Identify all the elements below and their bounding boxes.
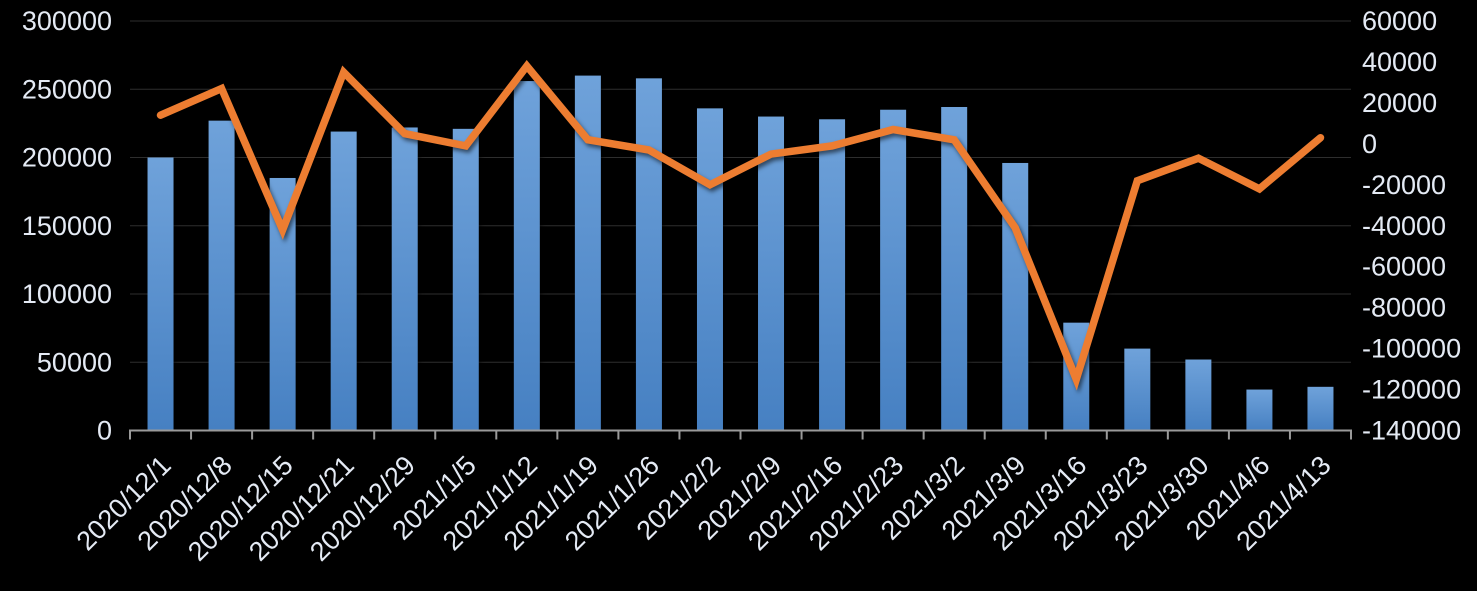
bar-series <box>147 75 1334 431</box>
left-axis-label: 200000 <box>22 143 112 173</box>
right-axis-label: 20000 <box>1362 88 1437 118</box>
bar <box>391 127 418 431</box>
right-axis-label: -100000 <box>1362 334 1461 364</box>
right-axis-label: -40000 <box>1362 211 1446 241</box>
bar <box>513 81 540 431</box>
right-axis-label: -60000 <box>1362 252 1446 282</box>
bar <box>758 116 785 431</box>
gridlines <box>130 20 1351 363</box>
bar <box>1124 348 1151 431</box>
left-axis-label: 100000 <box>22 279 112 309</box>
bar <box>941 106 968 431</box>
right-axis-label: 40000 <box>1362 47 1437 77</box>
right-axis-label: -80000 <box>1362 293 1446 323</box>
right-axis-label: -20000 <box>1362 170 1446 200</box>
bar <box>635 78 662 431</box>
bar <box>819 119 846 431</box>
right-axis-label: 0 <box>1362 129 1377 159</box>
left-axis-label: 250000 <box>22 74 112 104</box>
left-axis-label: 50000 <box>37 347 112 377</box>
x-axis-labels: 2020/12/12020/12/82020/12/152020/12/2120… <box>71 450 1337 567</box>
right-axis-labels: -140000 -120000 -100000 -80000 -60000 -40000 -… <box>1362 6 1461 446</box>
bar <box>452 128 479 431</box>
bar <box>1002 162 1029 431</box>
right-axis-label: -140000 <box>1362 416 1461 446</box>
bar <box>1307 386 1334 431</box>
left-axis-label: 300000 <box>22 6 112 36</box>
right-axis-label: -120000 <box>1362 375 1461 405</box>
line-series <box>156 60 1325 391</box>
bar <box>147 157 174 431</box>
bar <box>208 120 235 431</box>
right-axis-label: 60000 <box>1362 6 1437 36</box>
x-axis <box>129 429 1352 440</box>
bar <box>330 131 357 431</box>
left-axis-label: 150000 <box>22 211 112 241</box>
bar <box>1246 389 1273 431</box>
bar <box>880 109 907 431</box>
bar <box>1185 359 1212 431</box>
bar <box>696 108 723 431</box>
left-axis-labels: 0 50000 100000 150000 200000 250000 300000 <box>22 6 112 446</box>
left-axis-label: 0 <box>97 416 112 446</box>
